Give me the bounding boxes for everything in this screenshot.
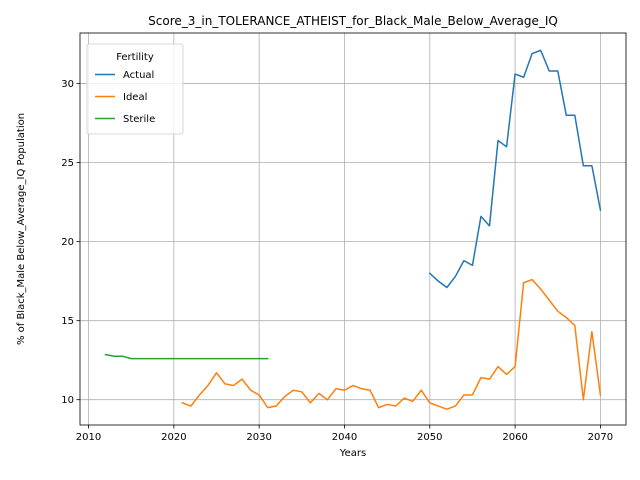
y-tick-label: 25 bbox=[61, 158, 74, 169]
chart-title: Score_3_in_TOLERANCE_ATHEIST_for_Black_M… bbox=[148, 14, 558, 28]
series-layer bbox=[104, 49, 602, 410]
grid bbox=[80, 33, 626, 425]
legend-label-ideal: Ideal bbox=[123, 92, 147, 103]
series-line-sterile bbox=[104, 353, 269, 360]
legend-label-sterile: Sterile bbox=[123, 114, 155, 125]
plot-frame bbox=[79, 32, 627, 426]
y-tick-label: 15 bbox=[61, 316, 74, 327]
x-tick-label: 2020 bbox=[161, 432, 186, 443]
series-line-actual bbox=[428, 49, 602, 289]
x-tick-label: 2060 bbox=[502, 432, 527, 443]
x-axis: 2010 2020 2030 2040 2050 2060 2070 bbox=[76, 425, 613, 443]
y-tick-label: 20 bbox=[61, 237, 74, 248]
x-tick-label: 2050 bbox=[417, 432, 442, 443]
x-tick-label: 2070 bbox=[588, 432, 613, 443]
x-axis-label: Years bbox=[339, 448, 366, 459]
y-axis-label: % of Black_Male Below_Average_IQ Populat… bbox=[16, 113, 27, 345]
x-tick-label: 2030 bbox=[246, 432, 271, 443]
legend-box bbox=[86, 43, 184, 135]
legend-title: Fertility bbox=[116, 52, 154, 63]
y-tick-label: 30 bbox=[61, 79, 74, 90]
series-line-ideal bbox=[181, 278, 602, 410]
x-tick-label: 2010 bbox=[76, 432, 101, 443]
x-tick-label: 2040 bbox=[332, 432, 357, 443]
legend-label-actual: Actual bbox=[123, 70, 154, 81]
y-tick-label: 10 bbox=[61, 395, 74, 406]
legend: Fertility Actual Ideal Sterile bbox=[86, 43, 184, 135]
y-axis: 10 15 20 25 30 bbox=[61, 79, 80, 406]
